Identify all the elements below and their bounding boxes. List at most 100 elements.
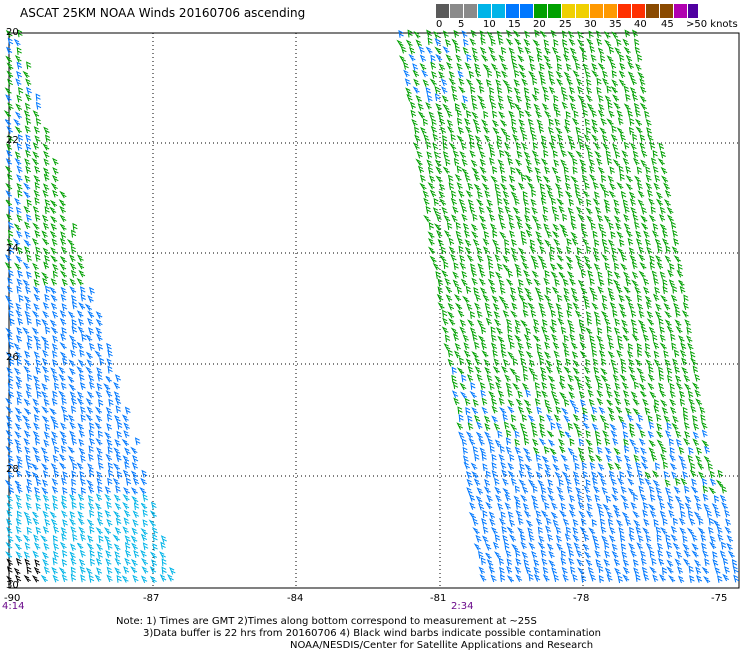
wind-barb bbox=[435, 53, 443, 62]
wind-barb bbox=[521, 414, 527, 422]
wind-barb bbox=[582, 238, 589, 246]
wind-barb bbox=[5, 397, 13, 406]
wind-barb bbox=[51, 238, 58, 247]
wind-barb bbox=[105, 376, 112, 383]
wind-barb bbox=[17, 134, 24, 142]
wind-barb bbox=[34, 270, 41, 279]
wind-barb bbox=[501, 62, 508, 71]
wind-barb bbox=[618, 70, 626, 79]
wind-barb bbox=[7, 374, 14, 383]
wind-barb bbox=[606, 574, 613, 582]
wind-barb bbox=[668, 509, 675, 518]
wind-barb bbox=[34, 135, 41, 143]
wind-barb bbox=[636, 302, 644, 311]
wind-barb bbox=[489, 270, 495, 279]
wind-barb bbox=[556, 262, 564, 270]
wind-barb bbox=[32, 205, 40, 214]
wind-barb bbox=[107, 477, 113, 486]
wind-barb bbox=[32, 550, 39, 559]
wind-barb bbox=[670, 221, 677, 230]
wind-barb bbox=[584, 381, 593, 390]
wind-barb bbox=[620, 543, 627, 551]
wind-barb bbox=[550, 390, 558, 399]
wind-barb bbox=[656, 494, 664, 503]
wind-barb bbox=[114, 374, 122, 382]
wind-barb bbox=[682, 406, 688, 415]
wind-barb bbox=[40, 574, 48, 583]
wind-barb bbox=[569, 278, 576, 286]
wind-barb bbox=[555, 526, 562, 535]
wind-barb bbox=[592, 230, 598, 239]
wind-barb bbox=[533, 318, 540, 327]
wind-barb bbox=[674, 365, 680, 374]
wind-barb bbox=[481, 517, 487, 526]
wind-barb bbox=[601, 486, 608, 495]
wind-barb bbox=[583, 255, 591, 264]
wind-barb bbox=[615, 222, 622, 231]
wind-barb bbox=[654, 286, 660, 295]
wind-barb bbox=[478, 566, 486, 575]
wind-barb bbox=[672, 542, 680, 550]
wind-barb bbox=[80, 454, 86, 463]
wind-barb bbox=[17, 246, 24, 255]
wind-barb bbox=[604, 567, 612, 576]
wind-barb bbox=[606, 399, 613, 406]
wind-barb bbox=[724, 526, 732, 534]
wind-barb bbox=[545, 365, 553, 374]
wind-barb bbox=[44, 423, 51, 432]
wind-barb bbox=[442, 309, 448, 318]
wind-barb bbox=[557, 310, 564, 319]
wind-barb bbox=[71, 294, 77, 303]
wind-barb bbox=[121, 575, 129, 583]
wind-barb bbox=[572, 367, 580, 375]
wind-barb bbox=[508, 519, 516, 527]
wind-barb bbox=[62, 357, 68, 366]
wind-barb bbox=[557, 134, 564, 142]
wind-barb bbox=[632, 157, 640, 166]
wind-barb bbox=[594, 150, 602, 159]
wind-barb bbox=[647, 382, 655, 391]
wind-barb bbox=[536, 350, 543, 359]
wind-barb bbox=[132, 477, 140, 486]
wind-barb bbox=[87, 310, 95, 319]
wind-barb bbox=[538, 70, 545, 79]
wind-barb bbox=[494, 183, 500, 192]
wind-barb bbox=[632, 407, 640, 416]
wind-barb bbox=[479, 287, 487, 295]
wind-barb bbox=[504, 541, 510, 550]
wind-barb bbox=[691, 550, 699, 558]
lat-label-20: 20 bbox=[6, 27, 19, 38]
wind-barb bbox=[517, 247, 526, 255]
wind-barb bbox=[71, 437, 77, 446]
wind-barb bbox=[689, 575, 695, 583]
wind-barb bbox=[95, 318, 103, 327]
wind-barb bbox=[623, 46, 631, 54]
wind-barb bbox=[598, 103, 605, 112]
wind-barb bbox=[458, 431, 465, 440]
wind-barb bbox=[722, 557, 729, 566]
wind-barb bbox=[474, 302, 481, 311]
wind-barb bbox=[476, 319, 484, 328]
wind-barb bbox=[61, 574, 68, 583]
wind-barb bbox=[495, 70, 502, 79]
wind-barb bbox=[518, 470, 525, 478]
wind-barb bbox=[417, 165, 425, 174]
legend-swatch-12 bbox=[604, 4, 617, 18]
wind-barb bbox=[628, 533, 635, 542]
wind-barb bbox=[490, 175, 498, 183]
wind-barb bbox=[567, 447, 575, 456]
wind-barb bbox=[14, 480, 22, 488]
wind-barb bbox=[15, 494, 22, 502]
wind-barb bbox=[603, 198, 610, 207]
wind-barb bbox=[23, 430, 31, 438]
wind-barb bbox=[680, 510, 686, 519]
wind-barb bbox=[690, 405, 697, 414]
wind-barb bbox=[714, 567, 721, 575]
wind-barb bbox=[636, 542, 643, 550]
wind-barb bbox=[693, 422, 699, 431]
wind-barb bbox=[552, 341, 560, 350]
wind-barb bbox=[552, 223, 560, 232]
wind-barb bbox=[617, 335, 623, 344]
wind-barb bbox=[632, 214, 639, 222]
wind-barb bbox=[613, 262, 620, 271]
